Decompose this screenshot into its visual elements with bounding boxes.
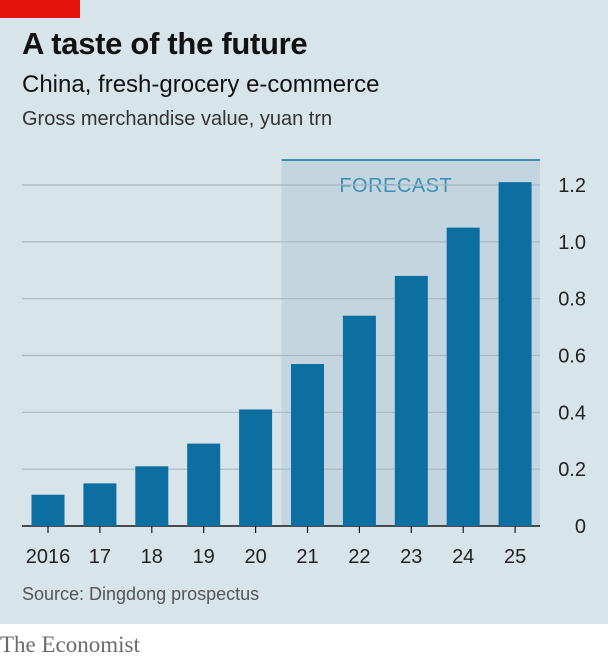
chart-title: A taste of the future xyxy=(22,26,308,61)
y-tick-label: 0.4 xyxy=(558,402,586,424)
chart-unit-label: Gross merchandise value, yuan trn xyxy=(22,108,333,130)
x-tick-label: 21 xyxy=(296,546,318,568)
bar-25 xyxy=(498,182,532,527)
bar-20 xyxy=(239,409,273,526)
x-tick-label: 24 xyxy=(452,546,474,568)
source-note: Source: Dingdong prospectus xyxy=(22,584,260,604)
x-tick-label: 23 xyxy=(400,546,422,568)
bar-chart: FORECAST 0 0.2 0.4 0.6 0.8 1.0 1.2 2016 17 18 19 20… xyxy=(22,159,586,568)
bar-21 xyxy=(291,364,324,526)
x-tick-label: 18 xyxy=(141,546,163,568)
y-tick-label: 1.0 xyxy=(558,232,586,254)
bar-22 xyxy=(342,315,376,526)
publisher-logo: The Economist xyxy=(0,632,140,657)
bar-18 xyxy=(135,466,169,526)
bar-17 xyxy=(83,483,117,526)
x-tick-label: 20 xyxy=(244,546,266,568)
forecast-label: FORECAST xyxy=(339,175,452,197)
y-tick-label: 0 xyxy=(575,516,586,538)
x-tick-label: 19 xyxy=(193,546,215,568)
bar-24 xyxy=(446,227,480,526)
y-tick-label: 0.2 xyxy=(558,459,586,481)
bar-19 xyxy=(187,443,221,526)
x-tick-label: 22 xyxy=(348,546,370,568)
x-tick-label: 25 xyxy=(504,546,526,568)
y-tick-label: 0.8 xyxy=(558,289,586,311)
brand-red-tag xyxy=(0,0,80,18)
bar-23 xyxy=(394,275,428,526)
x-tick-label: 2016 xyxy=(26,546,71,568)
x-tick-label: 17 xyxy=(89,546,111,568)
y-tick-label: 0.6 xyxy=(558,346,586,368)
y-tick-label: 1.2 xyxy=(558,175,586,197)
chart-subtitle: China, fresh-grocery e-commerce xyxy=(22,71,380,98)
bar-2016 xyxy=(31,494,65,526)
